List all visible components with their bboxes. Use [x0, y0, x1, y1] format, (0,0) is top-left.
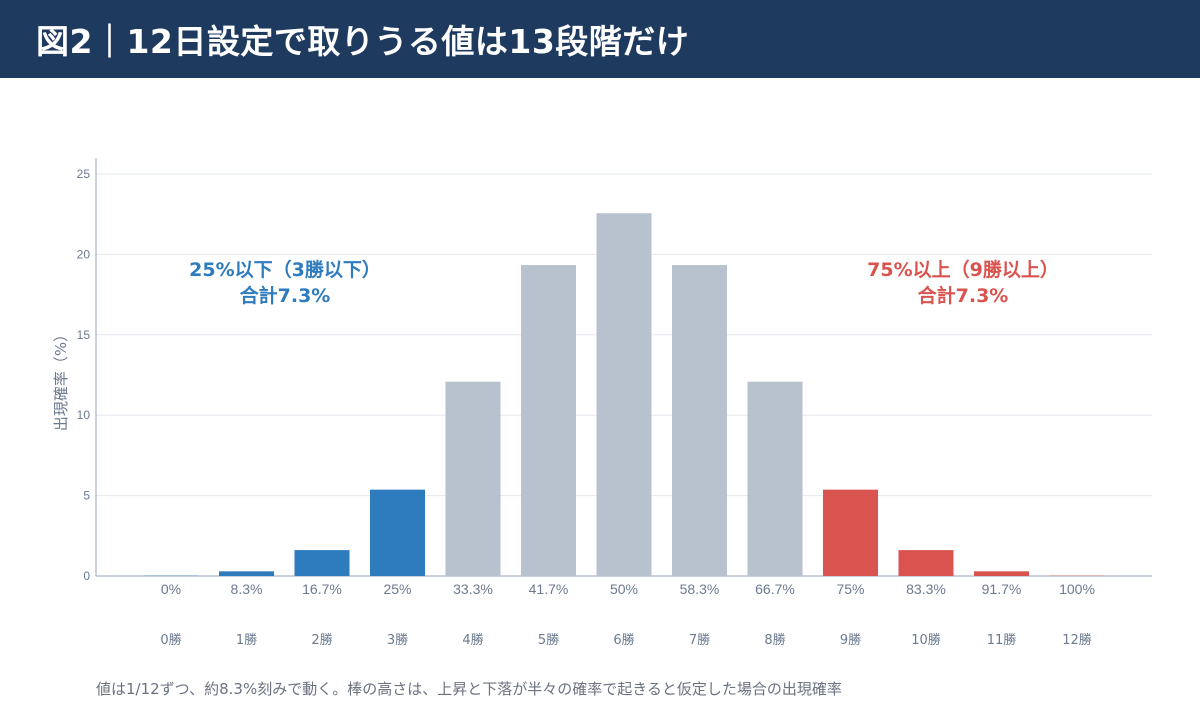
win-count-label: 7勝	[689, 633, 710, 648]
bar-11勝	[974, 571, 1029, 576]
bar-7勝	[672, 265, 727, 576]
y-tick-label: 10	[77, 408, 91, 422]
y-tick-label: 5	[83, 489, 90, 503]
win-count-label: 3勝	[387, 633, 408, 648]
y-tick-label: 15	[77, 328, 91, 342]
x-tick-label: 50%	[610, 581, 638, 597]
annotation-high: 合計7.3%	[918, 284, 1009, 307]
bar-9勝	[823, 489, 878, 576]
page-title: 図2｜12日設定で取りうる値は13段階だけ	[36, 22, 690, 61]
win-count-label: 4勝	[462, 633, 483, 648]
annotation-high: 75%以上（9勝以上）	[867, 258, 1059, 281]
bar-2勝	[294, 550, 350, 576]
bar-4勝	[445, 381, 501, 576]
x-tick-label: 83.3%	[906, 581, 946, 597]
x-tick-label: 41.7%	[529, 581, 569, 597]
annotation-low: 25%以下（3勝以下）	[189, 258, 381, 281]
x-tick-label: 100%	[1059, 581, 1095, 597]
win-count-label: 5勝	[538, 633, 559, 648]
win-count-label: 9勝	[840, 633, 861, 648]
x-tick-label: 58.3%	[680, 581, 720, 597]
footnote: 値は1/12ずつ、約8.3%刻みで動く。棒の高さは、上昇と下落が半々の確率で起き…	[96, 680, 842, 698]
y-tick-label: 25	[77, 167, 91, 181]
header-banner: 図2｜12日設定で取りうる値は13段階だけ	[0, 0, 1200, 78]
x-tick-label: 25%	[383, 581, 411, 597]
x-tick-label: 8.3%	[231, 581, 263, 597]
bar-3勝	[370, 489, 425, 576]
bar-6勝	[596, 213, 652, 576]
bar-1勝	[219, 571, 274, 576]
bar-8勝	[747, 381, 803, 576]
x-tick-label: 66.7%	[755, 581, 795, 597]
win-count-label: 12勝	[1062, 633, 1092, 648]
win-count-label: 2勝	[311, 633, 332, 648]
win-count-label: 10勝	[911, 633, 941, 648]
win-count-label: 0勝	[160, 633, 181, 648]
bar-10勝	[898, 550, 954, 576]
win-count-label: 11勝	[987, 633, 1017, 648]
bar-5勝	[521, 265, 576, 576]
annotation-low: 合計7.3%	[240, 284, 331, 307]
win-count-label: 8勝	[764, 633, 785, 648]
y-tick-label: 20	[77, 247, 91, 261]
x-tick-label: 0%	[161, 581, 181, 597]
win-count-label: 1勝	[236, 633, 257, 648]
win-count-label: 6勝	[613, 633, 634, 648]
x-tick-label: 16.7%	[302, 581, 342, 597]
y-tick-label: 0	[83, 569, 90, 583]
x-tick-label: 33.3%	[453, 581, 493, 597]
x-tick-label: 91.7%	[982, 581, 1022, 597]
y-axis-label: 出現確率（%）	[52, 327, 70, 431]
x-tick-label: 75%	[836, 581, 864, 597]
